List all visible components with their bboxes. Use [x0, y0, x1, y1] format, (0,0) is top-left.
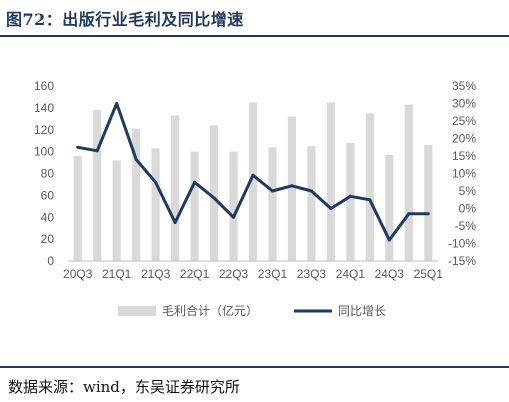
- bar-23Q1: [268, 147, 277, 261]
- data-source: 数据来源：wind，东吴证券研究所: [8, 378, 240, 396]
- bar-22Q1: [190, 151, 199, 261]
- y-right-tick-label: -10%: [448, 237, 476, 251]
- y-axis-left: 0 20 40 60 80 100 120 140 160: [34, 79, 54, 268]
- bar-22Q2: [209, 125, 219, 261]
- x-tick-label: 21Q3: [141, 267, 171, 281]
- legend-label-bar: 毛利合计（亿元）: [162, 303, 258, 318]
- growth-point-24Q1: [348, 194, 352, 198]
- footer-divider: [0, 366, 509, 368]
- x-tick-label: 24Q1: [336, 267, 366, 281]
- y-right-tick-label: 25%: [452, 114, 476, 128]
- y-left-tick-label: 0: [47, 254, 54, 268]
- y-left-tick-label: 120: [34, 123, 54, 137]
- growth-point-25Q1: [426, 212, 430, 216]
- y-right-tick-label: -15%: [448, 254, 476, 268]
- title-divider: [0, 35, 509, 37]
- y-left-tick-label: 20: [41, 232, 55, 246]
- x-tick-label: 20Q3: [63, 267, 93, 281]
- growth-point-24Q2: [368, 198, 372, 202]
- x-axis: 20Q3 21Q1 21Q3 22Q1 22Q3 23Q1 23Q3 24Q1 24Q3 25Q1: [63, 260, 444, 281]
- y-right-tick-label: 30%: [452, 97, 476, 111]
- growth-point-23Q3: [309, 189, 313, 193]
- y-left-tick-label: 80: [41, 167, 55, 181]
- y-right-tick-label: -5%: [455, 219, 477, 233]
- x-tick-label: 25Q1: [414, 267, 444, 281]
- y-left-tick-label: 40: [41, 210, 55, 224]
- bar-series: [73, 102, 433, 261]
- growth-point-23Q1: [270, 189, 274, 193]
- growth-point-21Q2: [134, 158, 138, 161]
- y-right-tick-label: 5%: [459, 184, 477, 198]
- combo-chart: 0 20 40 60 80 100 120 140 160 -15% -10% -5% 0% 5% 10%…: [34, 79, 476, 318]
- legend-swatch-bar: [118, 306, 156, 316]
- bar-21Q2: [132, 128, 141, 261]
- legend-label-line: 同比增长: [338, 304, 386, 318]
- growth-point-22Q4: [251, 173, 255, 177]
- bar-24Q3: [385, 154, 394, 261]
- growth-point-20Q3: [76, 145, 80, 149]
- bar-20Q3: [73, 156, 82, 261]
- x-tick-label: 24Q3: [375, 267, 405, 281]
- y-right-tick-label: 10%: [452, 167, 476, 181]
- y-axis-right: -15% -10% -5% 0% 5% 10% 15% 20% 25% 30% 35%: [448, 79, 476, 268]
- bar-20Q4: [93, 110, 102, 261]
- growth-point-21Q4: [173, 221, 177, 224]
- page-title: 图72：出版行业毛利及同比增速: [6, 10, 244, 29]
- bar-22Q3: [229, 151, 238, 261]
- growth-point-22Q1: [193, 180, 197, 184]
- bar-25Q1: [424, 145, 433, 261]
- bar-21Q4: [171, 115, 180, 261]
- bar-22Q4: [248, 102, 258, 261]
- growth-point-20Q4: [95, 149, 99, 153]
- bar-23Q4: [326, 102, 335, 261]
- growth-point-24Q3: [387, 238, 391, 242]
- y-left-tick-label: 60: [41, 188, 55, 202]
- bar-21Q3: [151, 148, 160, 261]
- bar-23Q3: [307, 146, 316, 261]
- line-series: [76, 102, 430, 242]
- growth-point-21Q3: [154, 180, 158, 184]
- growth-point-22Q3: [232, 215, 236, 219]
- bar-21Q1: [112, 160, 121, 261]
- growth-point-21Q1: [115, 102, 119, 105]
- bar-24Q4: [404, 104, 413, 261]
- x-tick-label: 23Q3: [297, 267, 327, 281]
- x-tick-label: 23Q1: [258, 267, 288, 281]
- y-right-tick-label: 35%: [452, 79, 476, 93]
- y-left-tick-label: 140: [34, 101, 54, 115]
- y-right-tick-label: 0%: [459, 202, 477, 216]
- x-tick-label: 22Q1: [180, 267, 210, 281]
- y-left-tick-label: 100: [34, 145, 54, 159]
- bar-23Q2: [287, 116, 297, 261]
- growth-point-24Q4: [407, 212, 411, 216]
- growth-point-23Q2: [290, 184, 294, 188]
- bar-24Q2: [365, 113, 374, 261]
- x-tick-label: 21Q1: [102, 267, 132, 281]
- growth-point-22Q2: [212, 196, 216, 200]
- x-tick-label: 22Q3: [219, 267, 249, 281]
- legend: 毛利合计（亿元） 同比增长: [118, 303, 386, 318]
- growth-point-23Q4: [329, 207, 333, 210]
- y-right-tick-label: 15%: [452, 149, 476, 163]
- y-left-tick-label: 160: [34, 79, 54, 93]
- y-right-tick-label: 20%: [452, 132, 476, 146]
- bar-24Q1: [346, 142, 355, 261]
